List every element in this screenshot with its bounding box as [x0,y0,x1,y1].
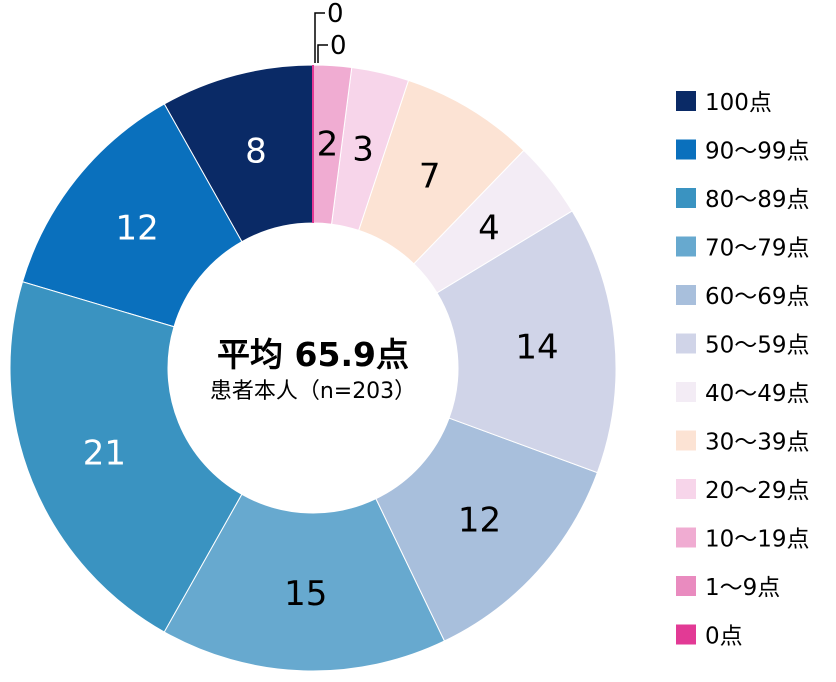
legend-swatch-8 [676,479,696,499]
legend-swatch-6 [676,382,696,402]
slice-1 [21,103,243,328]
legend-label-8: 20～29点 [705,478,810,504]
legend-label-6: 40～49点 [705,381,810,407]
slice-labels-layer: 8 12 21 15 12 14 47 32 [83,124,559,613]
slice-5 [436,210,617,474]
legend-swatch-7 [676,430,696,451]
slice-value-label-6: 4 [478,209,500,249]
slice-value-label-11: 0 [330,31,347,61]
slice-value-label-10: 0 [327,0,344,29]
legend-swatch-10 [676,576,696,596]
slice-value-label-0: 8 [245,131,267,171]
slice-value-label-5: 14 [515,327,558,367]
legend-swatch-4 [676,285,696,305]
slices-layer [9,64,617,672]
slice-value-label-3: 15 [284,574,327,614]
slice-2 [9,281,243,633]
legend-label-9: 10～19点 [705,527,810,553]
legend-label-7: 30～39点 [705,430,810,456]
legend-label-4: 60～69点 [705,284,810,310]
center-label: 平均 65.9点 患者本人（n=203） [210,335,416,404]
legend-swatch-0 [676,91,696,111]
leader-line-10 [314,12,325,63]
center-subtitle: 患者本人（n=203） [210,379,416,404]
slice-value-label-7: 7 [419,157,441,197]
slice-3 [163,493,446,672]
legend-label-5: 50～59点 [705,333,810,359]
slice-value-label-2: 21 [83,433,126,473]
slice-4 [375,417,598,642]
legend-label-1: 90～99点 [705,139,810,165]
legend-swatch-11 [676,624,696,645]
legend-swatch-9 [676,527,696,548]
legend-swatch-5 [676,333,696,354]
legend-swatch-3 [676,236,696,257]
slice-value-label-4: 12 [458,500,501,540]
legend-label-10: 1～9点 [705,575,780,601]
leader-lines-layer: 00 [314,0,347,63]
legend-label-2: 80～89点 [705,187,810,213]
legend: 100点 90～99点 80～89点 70～79点 60～69点 50～59点 40～49点… [676,90,810,650]
slice-value-label-9: 2 [317,124,339,164]
legend-label-3: 70～79点 [705,236,810,262]
legend-label-11: 0点 [705,624,743,650]
slice-value-label-8: 3 [352,130,374,170]
legend-label-0: 100点 [705,90,772,116]
legend-swatch-1 [676,139,696,160]
slice-value-label-1: 12 [115,209,158,249]
legend-swatch-2 [676,188,696,208]
leader-line-11 [317,44,328,63]
center-title: 平均 65.9点 [217,335,409,374]
